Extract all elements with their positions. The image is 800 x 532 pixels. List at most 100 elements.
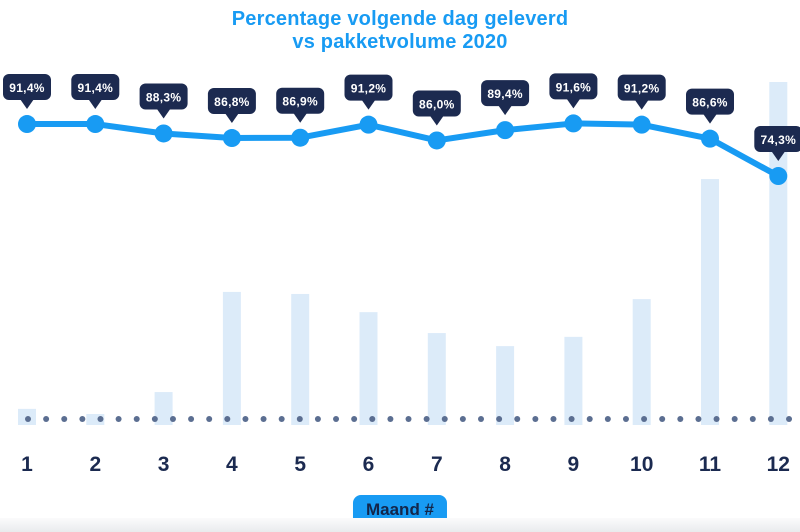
value-badge xyxy=(617,74,666,101)
line-point[interactable] xyxy=(769,167,788,186)
baseline-dot xyxy=(405,416,412,422)
value-badge-label: 86,8% xyxy=(214,95,250,109)
baseline-dot xyxy=(61,416,68,422)
line-point[interactable] xyxy=(359,115,378,134)
value-badge-label: 91,2% xyxy=(351,82,387,96)
baseline-dot xyxy=(296,416,303,422)
volume-bar[interactable] xyxy=(701,179,719,425)
month-label: 4 xyxy=(226,453,238,476)
baseline-dot xyxy=(278,416,285,422)
line-point[interactable] xyxy=(701,129,719,148)
month-label: 3 xyxy=(158,453,170,476)
baseline-dot xyxy=(677,416,684,422)
value-badge-label: 91,6% xyxy=(556,80,592,94)
value-badge-tail xyxy=(20,99,34,110)
volume-bar[interactable] xyxy=(769,82,788,425)
baseline-dot xyxy=(459,416,466,422)
value-badge-label: 89,4% xyxy=(487,87,523,101)
baseline-dot xyxy=(169,416,176,422)
value-badge-label: 88,3% xyxy=(146,90,182,104)
baseline-dot xyxy=(25,416,31,422)
baseline-dot xyxy=(333,416,340,422)
baseline-dot xyxy=(97,416,104,422)
baseline-dot xyxy=(242,416,249,422)
volume-bar[interactable] xyxy=(222,291,241,425)
value-badge-label: 74,3% xyxy=(761,133,797,147)
volume-bar[interactable] xyxy=(632,299,651,425)
value-badge-label: 86,6% xyxy=(692,96,728,110)
value-badge xyxy=(412,90,461,117)
value-badge xyxy=(481,80,530,107)
baseline-dot xyxy=(514,416,521,422)
month-label: 5 xyxy=(294,453,306,476)
baseline-dot xyxy=(550,416,557,422)
value-badge-tail xyxy=(703,113,717,124)
volume-bar[interactable] xyxy=(427,333,446,425)
value-badge xyxy=(686,88,734,115)
baseline-dot xyxy=(731,416,738,422)
line-point[interactable] xyxy=(86,115,105,134)
line-point[interactable] xyxy=(291,128,310,147)
value-badge-label: 91,4% xyxy=(78,81,114,95)
baseline-dot xyxy=(387,416,394,422)
baseline-dot xyxy=(695,416,702,422)
baseline-dot xyxy=(151,416,158,422)
value-badge xyxy=(3,74,51,101)
baseline-dot xyxy=(659,416,666,422)
line-point[interactable] xyxy=(427,131,446,150)
value-badge-tail xyxy=(771,151,786,162)
chart-title-line2: vs pakketvolume 2020 xyxy=(292,31,508,53)
value-badge-tail xyxy=(293,112,308,123)
baseline-dot xyxy=(224,416,231,422)
baseline-dot xyxy=(133,416,140,422)
line-point[interactable] xyxy=(222,129,241,148)
volume-bar[interactable] xyxy=(359,312,378,425)
baseline-dot xyxy=(713,416,720,422)
value-badge-tail xyxy=(224,113,239,124)
value-badge xyxy=(754,126,800,153)
baseline-dot xyxy=(441,416,448,422)
baseline-dot xyxy=(496,416,503,422)
month-label: 10 xyxy=(630,453,653,476)
baseline-dot xyxy=(206,416,213,422)
volume-bar[interactable] xyxy=(496,346,515,425)
baseline-dot xyxy=(79,416,86,422)
baseline-dot xyxy=(314,416,321,422)
line-point[interactable] xyxy=(496,121,515,140)
baseline-dot xyxy=(478,416,484,422)
line-point[interactable] xyxy=(154,124,173,143)
value-badge xyxy=(276,87,325,114)
value-badge xyxy=(549,73,598,100)
value-badge-tail xyxy=(634,99,649,110)
chart-title-line1: Percentage volgende dag geleverd xyxy=(231,8,569,30)
baseline-dot xyxy=(532,416,539,422)
value-badge-label: 86,0% xyxy=(419,97,455,111)
baseline-dot xyxy=(369,416,376,422)
month-label: 6 xyxy=(363,453,375,476)
baseline-dot xyxy=(568,416,575,422)
month-label: 12 xyxy=(767,453,790,476)
value-badge-tail xyxy=(429,115,444,126)
value-badge-tail xyxy=(156,108,171,119)
month-label: 8 xyxy=(499,453,511,476)
volume-bar[interactable] xyxy=(154,392,173,425)
value-badge-label: 86,9% xyxy=(282,95,318,109)
month-label: 2 xyxy=(89,453,101,476)
line-point[interactable] xyxy=(632,115,651,134)
baseline-dot xyxy=(749,416,756,422)
volume-bar[interactable] xyxy=(86,414,105,425)
baseline-dot xyxy=(767,416,774,422)
baseline-dot xyxy=(586,416,593,422)
value-badge xyxy=(207,88,256,115)
baseline-dot xyxy=(351,416,358,422)
volume-bar[interactable] xyxy=(564,336,583,425)
volume-bar[interactable] xyxy=(291,293,310,425)
baseline-dot xyxy=(604,416,611,422)
line-point[interactable] xyxy=(18,115,36,134)
value-badge-label: 91,2% xyxy=(624,82,660,96)
line-point[interactable] xyxy=(564,114,583,133)
delivery-line xyxy=(24,120,782,180)
value-badge-tail xyxy=(88,99,103,110)
baseline-dot xyxy=(622,416,629,422)
